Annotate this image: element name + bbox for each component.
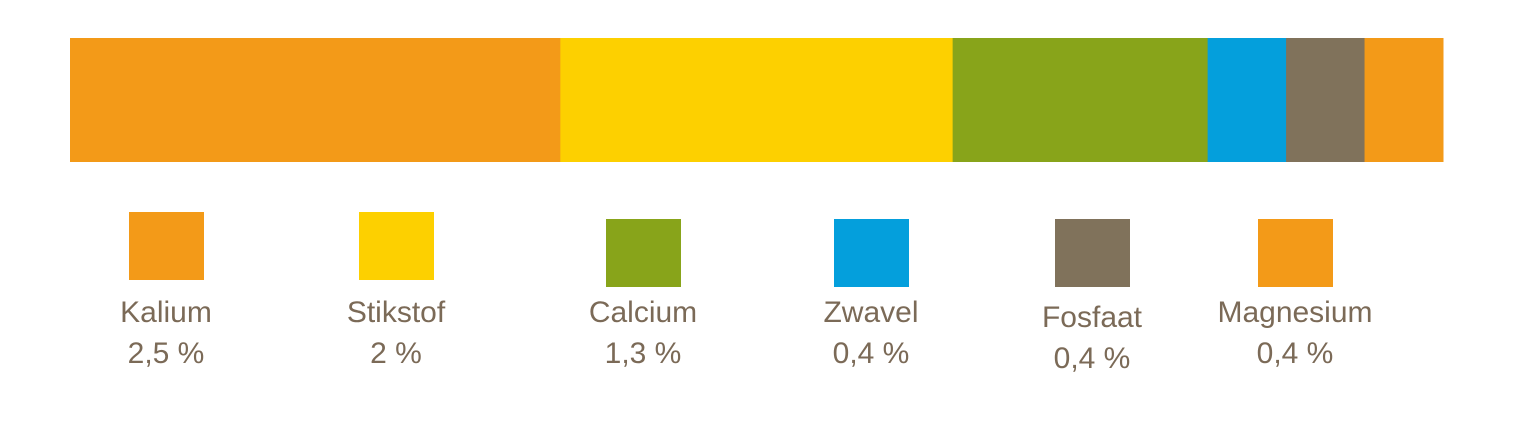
legend-swatch-kalium (129, 212, 204, 280)
data-label: 0,4 % (1256, 337, 1334, 370)
legend-swatch-magnesium (1258, 219, 1333, 287)
legend-label: Calcium (588, 296, 698, 329)
bar-segment-magnesium (1364, 38, 1444, 162)
data-label: 2 % (370, 337, 422, 370)
legend-item-stikstof: Stikstof 2 % (276, 292, 516, 374)
legend-swatch-calcium (606, 219, 681, 287)
legend-label: Kalium (120, 296, 212, 329)
legend-label: Zwavel (823, 296, 919, 329)
bar-segment-fosfaat (1286, 38, 1366, 162)
legend-item-fosfaat: Fosfaat 0,4 % (972, 297, 1212, 379)
legend-item-magnesium: Magnesium 0,4 % (1175, 292, 1415, 374)
bar-segment-stikstof (560, 38, 954, 162)
data-label: 1,3 % (604, 337, 682, 370)
legend-swatch-fosfaat (1055, 219, 1130, 287)
bar-segment-calcium (952, 38, 1209, 162)
bar-segment-zwavel (1207, 38, 1287, 162)
legend-item-zwavel: Zwavel 0,4 % (751, 292, 991, 374)
legend-item-kalium: Kalium 2,5 % (46, 292, 286, 374)
data-label: 0,4 % (1053, 342, 1131, 375)
bar-segment-kalium (70, 38, 561, 162)
data-label: 2,5 % (127, 337, 205, 370)
legend-label: Magnesium (1217, 296, 1373, 329)
legend-swatch-zwavel (834, 219, 909, 287)
legend-label: Stikstof (346, 296, 446, 329)
legend-swatch-stikstof (359, 212, 434, 280)
legend-label: Fosfaat (1041, 301, 1143, 334)
data-label: 0,4 % (832, 337, 910, 370)
legend-item-calcium: Calcium 1,3 % (523, 292, 763, 374)
